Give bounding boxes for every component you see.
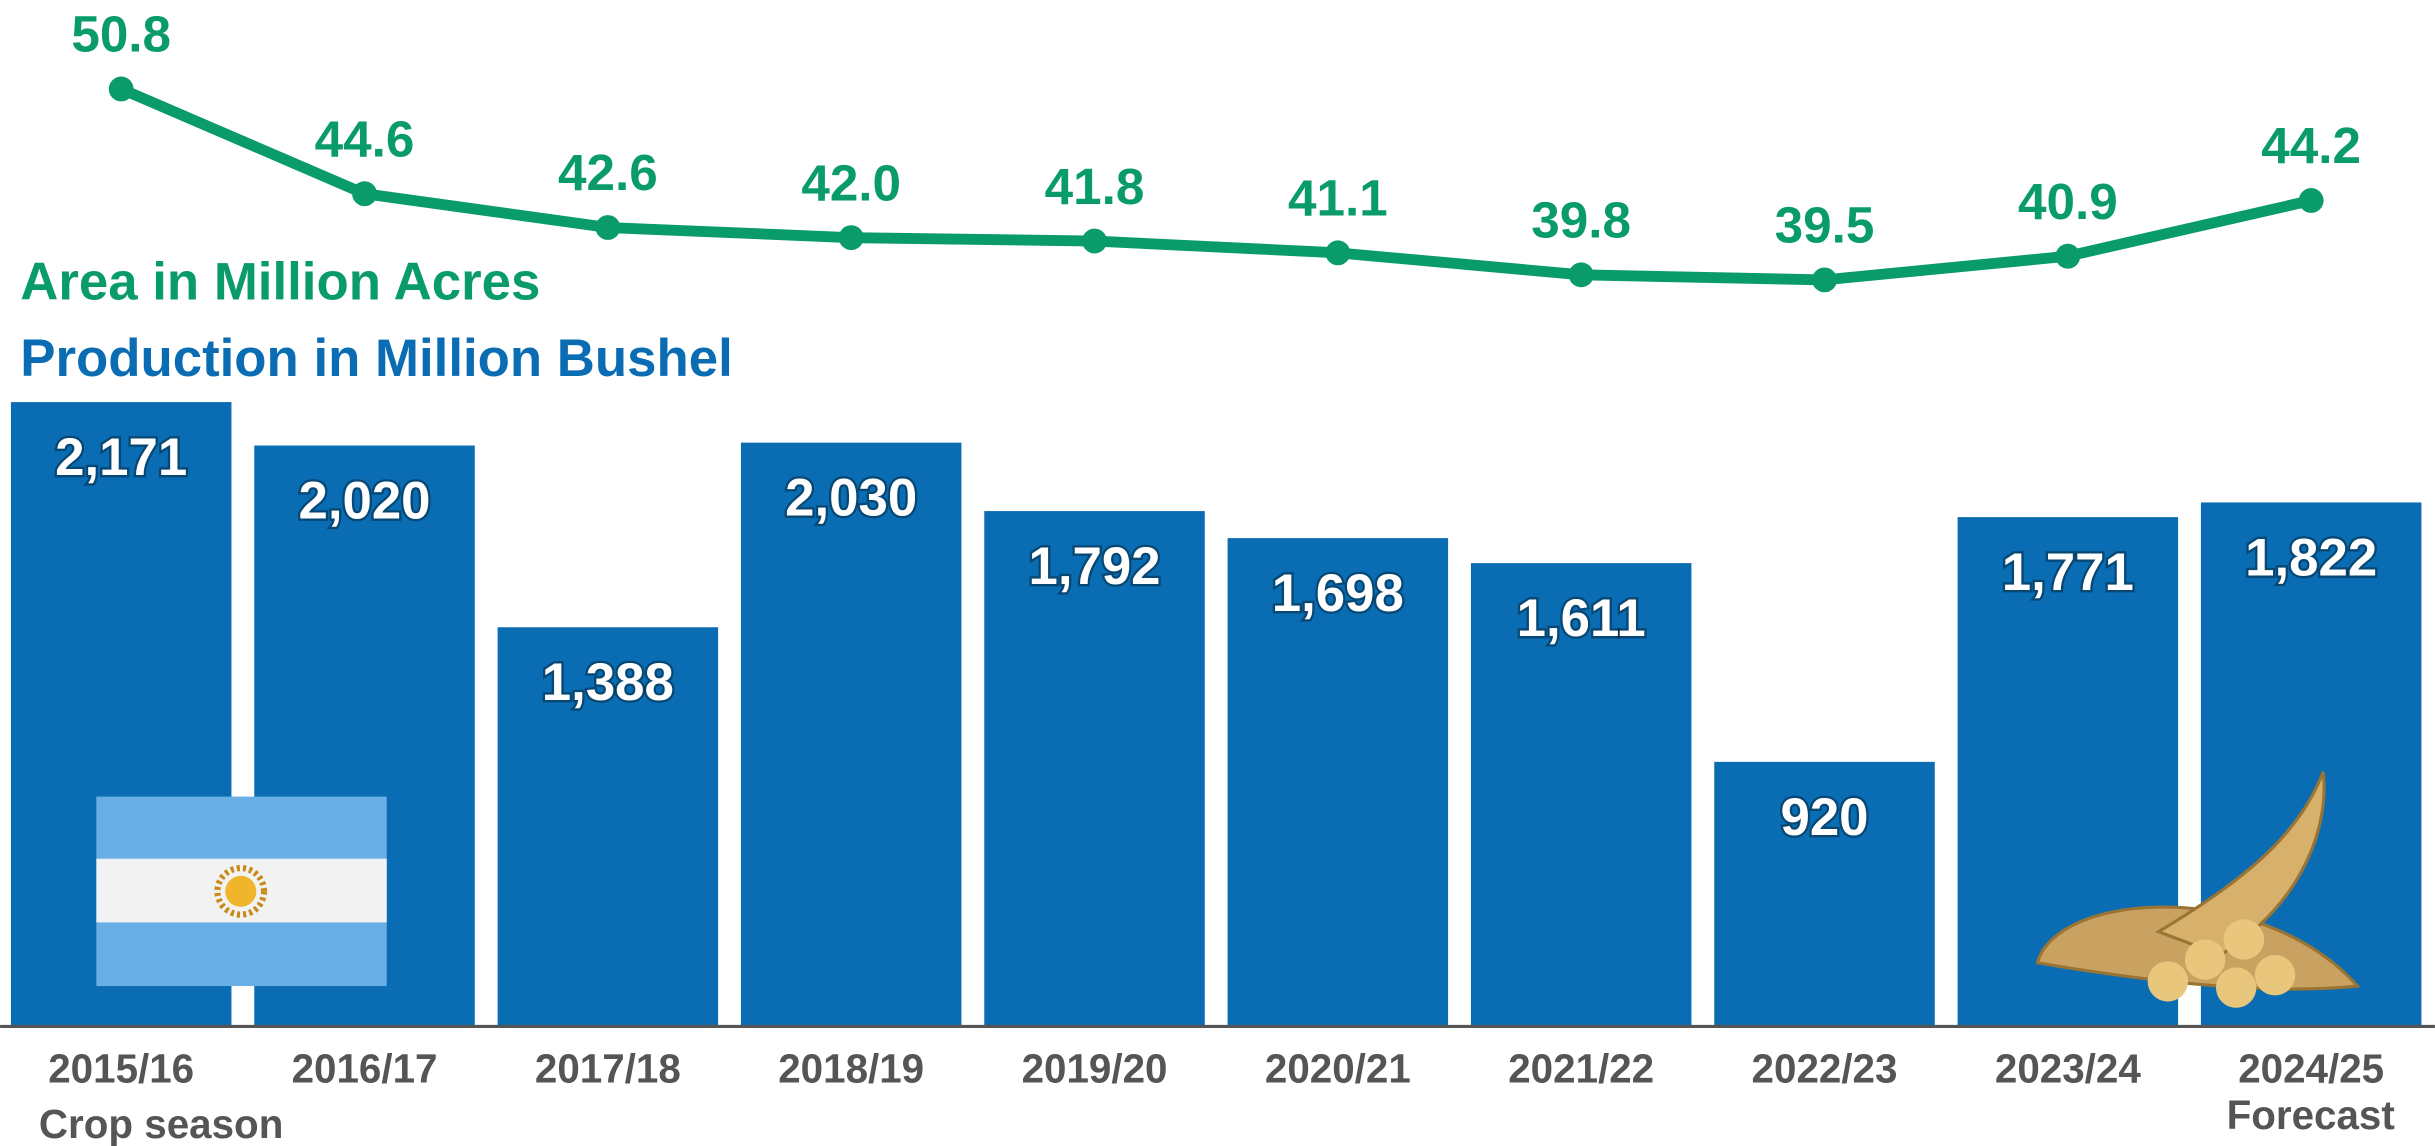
x-tick-label: 2024/25 [2238,1045,2384,1091]
line-marker [1082,229,1107,254]
x-tick-label: 2015/16 [48,1045,194,1091]
x-tick-label: 2020/21 [1265,1045,1411,1091]
line-value-label: 44.2 [2261,117,2361,174]
bean [2216,967,2256,1007]
line-value-label: 42.0 [801,154,901,211]
line-value-label: 39.5 [1775,197,1875,254]
bean [2255,955,2295,995]
bar-value-label: 2,030 [785,469,917,528]
x-tick-label: 2016/17 [292,1045,438,1091]
line-marker [1325,240,1350,265]
line-marker [839,225,864,250]
line-value-label: 41.8 [1045,158,1145,215]
x-axis: 2015/16 2016/17 2017/18 2018/19 2019/20 2020/… [48,1045,2384,1091]
bean [2148,961,2188,1001]
bean [2224,919,2264,959]
bar-value-label: 1,771 [2002,543,2134,602]
line-value-label: 39.8 [1531,192,1631,249]
x-tick-label: 2017/18 [535,1045,681,1091]
chart: 2,171 2,020 1,388 2,030 1,792 1,698 1,611 920 1,… [0,0,2435,1146]
bar [741,443,962,1027]
line-marker [1569,262,1594,287]
legend-entry: Area in Million Acres [20,253,540,312]
line-marker [109,77,134,102]
line-value-label: 42.6 [558,144,658,201]
bar-value-label: 1,698 [1272,564,1404,623]
line [121,89,2311,280]
line-marker [2299,188,2324,213]
bar-value-label: 1,792 [1028,537,1160,596]
bar-value-label: 1,822 [2245,528,2377,587]
bar-value-label: 920 [1780,788,1868,847]
bean [2185,939,2225,979]
legend-entry: Production in Million Bushel [20,329,733,388]
line-value-label: 44.6 [315,110,415,167]
bar-value-label: 1,611 [1517,589,1646,648]
bar-value-label: 2,171 [55,428,187,487]
x-tick-label: 2018/19 [778,1045,924,1091]
line-value-label: 50.8 [71,6,171,63]
line-marker [595,215,620,240]
x-tick-label: 2019/20 [1022,1045,1168,1091]
line-marker [2055,244,2080,269]
annotation: Forecast [2227,1092,2395,1138]
line-value-label: 41.1 [1288,170,1388,227]
line-marker [352,181,377,206]
flag-sun [225,876,256,907]
line-marker [1812,267,1837,292]
bar-value-label: 1,388 [542,653,674,712]
x-axis-label: Crop season [39,1101,283,1146]
line-value-label: 40.9 [2018,173,2118,230]
argentina-flag [96,797,386,986]
bar-value-label: 2,020 [298,471,430,530]
x-tick-label: 2023/24 [1995,1045,2141,1091]
line-layer: 50.8 44.6 42.6 42.0 41.8 41.1 39.8 39.5 40.9 44.2 [71,6,2361,293]
x-tick-label: 2022/23 [1752,1045,1898,1091]
x-tick-label: 2021/22 [1508,1045,1654,1091]
